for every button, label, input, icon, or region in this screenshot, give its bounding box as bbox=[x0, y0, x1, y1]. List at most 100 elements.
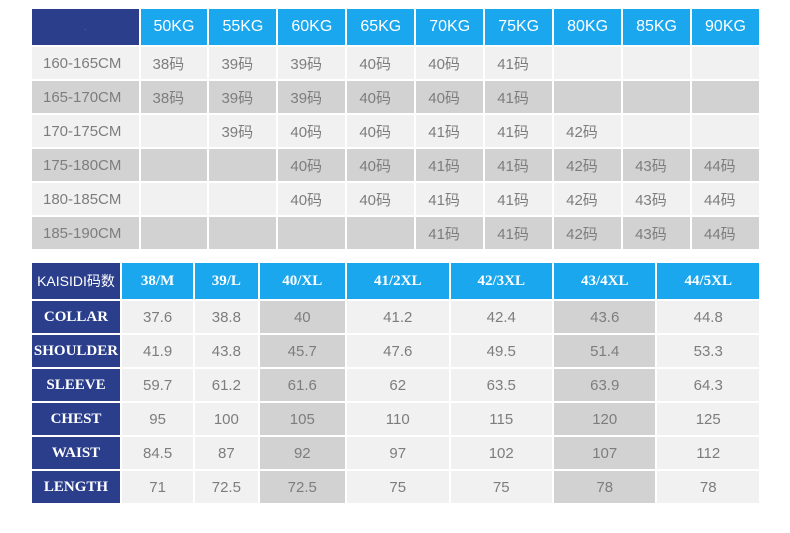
size-cell: 42码 bbox=[554, 217, 622, 249]
size-cell: 44码 bbox=[692, 217, 759, 249]
measure-value: 42.4 bbox=[450, 301, 552, 333]
size-cell: 41码 bbox=[416, 217, 484, 249]
measure-value: 102 bbox=[450, 437, 552, 469]
size-cell: 41码 bbox=[485, 115, 553, 147]
measure-value: 120 bbox=[553, 403, 656, 435]
height-label: 175-180CM bbox=[32, 149, 139, 181]
measure-row-sleeve: SLEEVE 59.7 61.2 61.6 62 63.5 63.9 64.3 bbox=[32, 369, 759, 401]
measure-value: 78 bbox=[657, 471, 759, 503]
size-cell bbox=[623, 81, 690, 113]
measure-value: 47.6 bbox=[347, 335, 449, 367]
measure-value: 84.5 bbox=[122, 437, 194, 469]
size-cell bbox=[209, 149, 277, 181]
measure-value: 37.6 bbox=[122, 301, 194, 333]
size-cell: 39码 bbox=[209, 115, 277, 147]
height-row: 180-185CM 40码 40码 41码 41码 42码 43码 44码 bbox=[32, 183, 759, 215]
size-header: 43/4XL bbox=[553, 263, 656, 299]
size-cell: 39码 bbox=[278, 81, 346, 113]
measure-value: 92 bbox=[259, 437, 346, 469]
size-cell: 41码 bbox=[485, 47, 553, 79]
measure-value: 112 bbox=[657, 437, 759, 469]
size-cell: 41码 bbox=[416, 183, 484, 215]
measurement-table: KAISIDI码数 38/M 39/L 40/XL 41/2XL 42/3XL … bbox=[30, 261, 761, 505]
size-cell: 40码 bbox=[347, 149, 415, 181]
measure-value: 63.9 bbox=[553, 369, 656, 401]
size-header: 39/L bbox=[195, 263, 258, 299]
size-cell bbox=[209, 217, 277, 249]
weight-header: 65KG bbox=[347, 9, 415, 45]
size-cell bbox=[623, 47, 690, 79]
size-header: 42/3XL bbox=[450, 263, 552, 299]
size-cell: 41码 bbox=[485, 183, 553, 215]
size-cell: 40码 bbox=[416, 81, 484, 113]
measure-row-chest: CHEST 95 100 105 110 115 120 125 bbox=[32, 403, 759, 435]
measure-value: 41.9 bbox=[122, 335, 194, 367]
corner-cell: . bbox=[32, 9, 139, 45]
measure-value: 71 bbox=[122, 471, 194, 503]
measure-value: 64.3 bbox=[657, 369, 759, 401]
size-cell: 42码 bbox=[554, 115, 622, 147]
size-cell: 43码 bbox=[623, 149, 690, 181]
size-cell bbox=[692, 115, 759, 147]
weight-header: 90KG bbox=[692, 9, 759, 45]
measure-row-waist: WAIST 84.5 87 92 97 102 107 112 bbox=[32, 437, 759, 469]
size-cell bbox=[692, 81, 759, 113]
measure-value: 51.4 bbox=[553, 335, 656, 367]
size-cell bbox=[554, 81, 622, 113]
measure-value: 75 bbox=[450, 471, 552, 503]
measure-label: LENGTH bbox=[32, 471, 120, 503]
size-cell: 40码 bbox=[278, 183, 346, 215]
height-row: 185-190CM 41码 41码 42码 43码 44码 bbox=[32, 217, 759, 249]
size-cell: 39码 bbox=[209, 81, 277, 113]
measure-value: 45.7 bbox=[259, 335, 346, 367]
measure-value: 40 bbox=[259, 301, 346, 333]
size-cell: 43码 bbox=[623, 217, 690, 249]
measure-value: 75 bbox=[347, 471, 449, 503]
measure-value: 38.8 bbox=[195, 301, 258, 333]
height-label: 160-165CM bbox=[32, 47, 139, 79]
size-cell: 43码 bbox=[623, 183, 690, 215]
size-cell: 40码 bbox=[347, 115, 415, 147]
measure-value: 107 bbox=[553, 437, 656, 469]
measure-value: 110 bbox=[347, 403, 449, 435]
weight-header: 60KG bbox=[278, 9, 346, 45]
size-cell bbox=[140, 149, 208, 181]
measure-value: 100 bbox=[195, 403, 258, 435]
weight-header: 70KG bbox=[416, 9, 484, 45]
measure-value: 62 bbox=[347, 369, 449, 401]
brand-size-label: KAISIDI码数 bbox=[32, 263, 120, 299]
size-cell: 40码 bbox=[347, 81, 415, 113]
measure-value: 59.7 bbox=[122, 369, 194, 401]
measure-value: 125 bbox=[657, 403, 759, 435]
measure-value: 44.8 bbox=[657, 301, 759, 333]
size-cell bbox=[554, 47, 622, 79]
size-header: 38/M bbox=[122, 263, 194, 299]
size-cell: 40码 bbox=[347, 183, 415, 215]
height-row: 160-165CM 38码 39码 39码 40码 40码 41码 bbox=[32, 47, 759, 79]
measure-value: 97 bbox=[347, 437, 449, 469]
measure-value: 72.5 bbox=[195, 471, 258, 503]
weight-header: 50KG bbox=[140, 9, 208, 45]
height-label: 170-175CM bbox=[32, 115, 139, 147]
measure-label: SHOULDER bbox=[32, 335, 120, 367]
size-cell: 40码 bbox=[278, 115, 346, 147]
size-cell: 39码 bbox=[278, 47, 346, 79]
size-cell bbox=[140, 115, 208, 147]
measure-label: WAIST bbox=[32, 437, 120, 469]
measure-label: CHEST bbox=[32, 403, 120, 435]
measure-value: 43.6 bbox=[553, 301, 656, 333]
measure-value: 115 bbox=[450, 403, 552, 435]
measure-row-shoulder: SHOULDER 41.9 43.8 45.7 47.6 49.5 51.4 5… bbox=[32, 335, 759, 367]
measure-value: 87 bbox=[195, 437, 258, 469]
size-cell: 42码 bbox=[554, 183, 622, 215]
size-cell: 41码 bbox=[416, 115, 484, 147]
measure-value: 95 bbox=[122, 403, 194, 435]
measure-label: SLEEVE bbox=[32, 369, 120, 401]
size-header-row: KAISIDI码数 38/M 39/L 40/XL 41/2XL 42/3XL … bbox=[32, 263, 759, 299]
size-cell bbox=[278, 217, 346, 249]
weight-header: 75KG bbox=[485, 9, 553, 45]
measure-value: 61.2 bbox=[195, 369, 258, 401]
size-cell: 41码 bbox=[485, 149, 553, 181]
height-label: 165-170CM bbox=[32, 81, 139, 113]
size-cell bbox=[347, 217, 415, 249]
